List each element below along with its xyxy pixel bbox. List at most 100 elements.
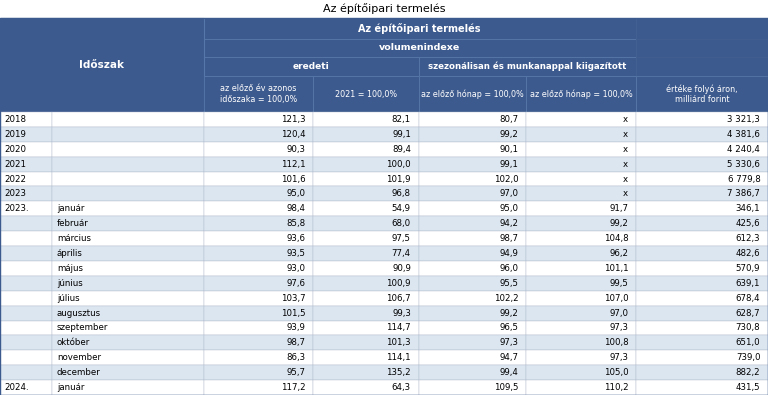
Text: 94,9: 94,9 [499, 249, 518, 258]
Text: 96,0: 96,0 [499, 264, 518, 273]
Text: 2019: 2019 [5, 130, 26, 139]
Bar [204, 186, 313, 201]
Bar [313, 246, 419, 261]
Text: 85,8: 85,8 [286, 219, 306, 228]
Text: 90,9: 90,9 [392, 264, 411, 273]
Text: 101,5: 101,5 [281, 308, 306, 318]
Bar [526, 76, 636, 112]
Bar [419, 365, 526, 380]
Text: 90,1: 90,1 [499, 145, 518, 154]
Text: 110,2: 110,2 [604, 383, 628, 392]
Text: 86,3: 86,3 [286, 353, 306, 362]
Text: az előző év azonos
időszaka = 100,0%: az előző év azonos időszaka = 100,0% [220, 84, 297, 104]
Bar [526, 320, 636, 335]
Text: x: x [623, 130, 628, 139]
Text: december: december [57, 368, 101, 377]
Bar [419, 142, 526, 157]
Text: 612,3: 612,3 [736, 234, 760, 243]
Text: 95,0: 95,0 [499, 204, 518, 213]
Bar [419, 231, 526, 246]
Bar [313, 276, 419, 291]
Bar [526, 380, 636, 395]
Text: 99,5: 99,5 [609, 279, 628, 288]
Bar [636, 127, 768, 142]
Bar [419, 127, 526, 142]
Text: 120,4: 120,4 [281, 130, 306, 139]
Bar [526, 365, 636, 380]
Bar [419, 201, 526, 216]
Text: 80,7: 80,7 [499, 115, 518, 124]
Bar [526, 231, 636, 246]
Bar [204, 57, 419, 76]
Text: 96,8: 96,8 [392, 190, 411, 198]
Bar [0, 171, 52, 186]
Text: 3 321,3: 3 321,3 [727, 115, 760, 124]
Bar [636, 261, 768, 276]
Text: 107,0: 107,0 [604, 294, 628, 303]
Bar [636, 246, 768, 261]
Text: 2024.: 2024. [5, 383, 29, 392]
Bar [204, 306, 313, 320]
Text: 628,7: 628,7 [736, 308, 760, 318]
Bar [0, 216, 52, 231]
Text: 639,1: 639,1 [736, 279, 760, 288]
Text: 104,8: 104,8 [604, 234, 628, 243]
Bar [0, 306, 52, 320]
Bar [52, 246, 204, 261]
Bar [52, 261, 204, 276]
Bar [204, 335, 313, 350]
Bar [636, 306, 768, 320]
Bar [419, 76, 526, 112]
Text: július: július [57, 294, 79, 303]
Bar [313, 306, 419, 320]
Bar [204, 350, 313, 365]
Text: 95,0: 95,0 [286, 190, 306, 198]
Bar [313, 112, 419, 127]
Bar [313, 171, 419, 186]
Bar [526, 291, 636, 306]
Text: 98,7: 98,7 [499, 234, 518, 243]
Text: 93,0: 93,0 [286, 264, 306, 273]
Text: 346,1: 346,1 [736, 204, 760, 213]
Text: 82,1: 82,1 [392, 115, 411, 124]
Text: x: x [623, 190, 628, 198]
Bar [0, 246, 52, 261]
Bar [204, 320, 313, 335]
Bar [419, 276, 526, 291]
Bar [636, 350, 768, 365]
Text: 99,1: 99,1 [392, 130, 411, 139]
Text: Az építőipari termelés: Az építőipari termelés [359, 23, 481, 34]
Bar [526, 335, 636, 350]
Bar [0, 18, 204, 39]
Text: x: x [623, 115, 628, 124]
Text: 2020: 2020 [5, 145, 27, 154]
Bar [0, 380, 52, 395]
Text: április: április [57, 249, 83, 258]
Bar [52, 112, 204, 127]
Text: június: június [57, 279, 83, 288]
Bar [526, 276, 636, 291]
Bar [204, 380, 313, 395]
Bar [419, 157, 526, 171]
Text: szezonálisan és munkanappal kiigazított: szezonálisan és munkanappal kiigazított [428, 62, 627, 71]
Text: 121,3: 121,3 [281, 115, 306, 124]
Bar [313, 186, 419, 201]
Bar [0, 201, 52, 216]
Bar [526, 186, 636, 201]
Text: november: november [57, 353, 101, 362]
Text: 112,1: 112,1 [281, 160, 306, 169]
Text: 99,2: 99,2 [499, 130, 518, 139]
Text: 97,3: 97,3 [499, 339, 518, 347]
Text: május: május [57, 264, 83, 273]
Bar [0, 335, 52, 350]
Bar [0, 18, 204, 112]
Text: 101,1: 101,1 [604, 264, 628, 273]
Bar [0, 112, 52, 127]
Bar [636, 57, 768, 76]
Bar [52, 157, 204, 171]
Bar [636, 76, 768, 112]
Bar [526, 142, 636, 157]
Text: 93,9: 93,9 [286, 324, 306, 333]
Text: 570,9: 570,9 [736, 264, 760, 273]
Bar [313, 365, 419, 380]
